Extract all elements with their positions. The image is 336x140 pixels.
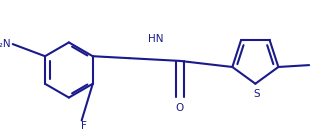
Text: O: O: [176, 103, 184, 113]
Text: F: F: [81, 121, 87, 131]
Text: H₂N: H₂N: [0, 39, 11, 49]
Text: S: S: [254, 89, 260, 99]
Text: HN: HN: [148, 34, 163, 44]
